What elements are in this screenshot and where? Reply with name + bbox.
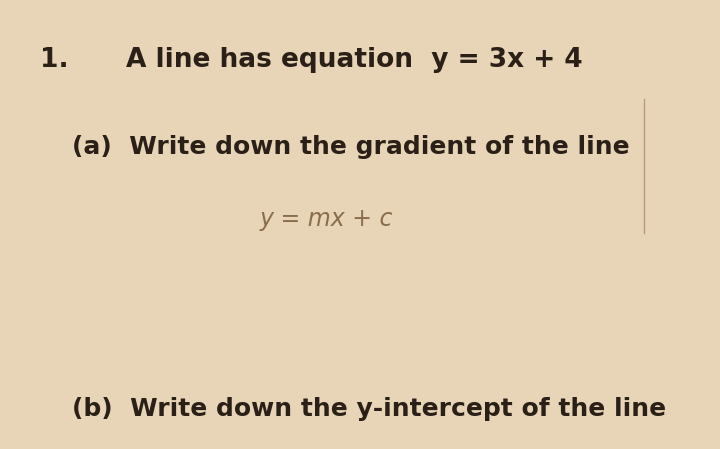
Text: 1.: 1. <box>40 47 68 73</box>
Text: (b)  Write down the y-intercept of the line: (b) Write down the y-intercept of the li… <box>72 397 666 421</box>
Text: (a)  Write down the gradient of the line: (a) Write down the gradient of the line <box>72 135 629 158</box>
Text: y = mx + c: y = mx + c <box>259 207 392 230</box>
Text: A line has equation  y = 3x + 4: A line has equation y = 3x + 4 <box>126 47 582 73</box>
